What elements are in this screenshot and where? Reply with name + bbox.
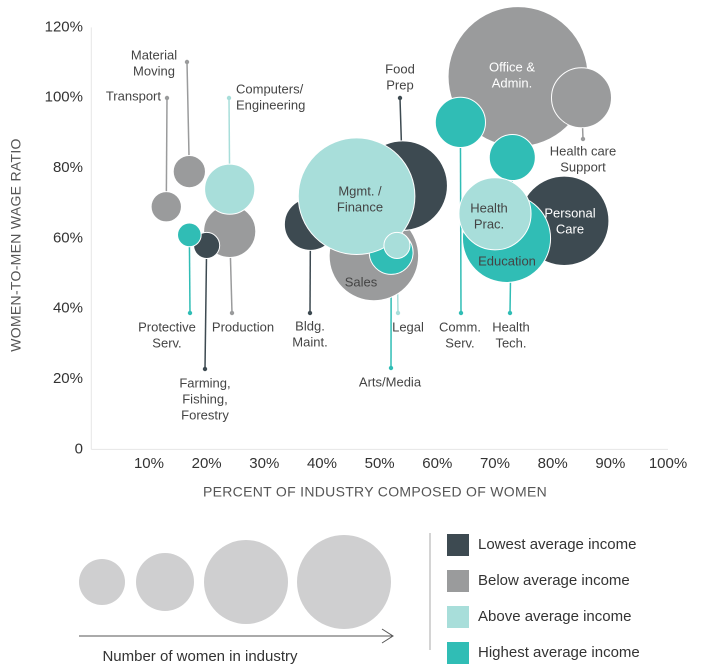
y-tick-label: 40%: [53, 300, 83, 317]
leader-line: [188, 234, 191, 314]
size-legend-circle: [204, 540, 288, 624]
bubble: [297, 137, 416, 256]
bubble-label: Finance: [337, 199, 383, 214]
size-legend-circle: [79, 559, 125, 605]
bubble-label: Forestry: [181, 407, 229, 422]
y-axis-title: WOMEN-TO-MEN WAGE RATIO: [8, 138, 24, 352]
x-tick-label: 50%: [365, 455, 395, 472]
y-tick-label: 100%: [45, 89, 83, 106]
leader-dot: [226, 95, 232, 101]
bubble-label: Personal: [544, 205, 595, 220]
y-tick-label: 80%: [53, 159, 83, 176]
bubble-label: Serv.: [152, 335, 181, 350]
bubble-label: Engineering: [236, 97, 305, 112]
bubble-label: Support: [560, 159, 606, 174]
leader-line: [186, 61, 191, 172]
size-legend-title: Number of women in industry: [102, 648, 298, 665]
leader-dot: [580, 136, 586, 142]
bubble-label: Prep: [386, 77, 413, 92]
leader-dot: [187, 310, 193, 316]
legend-swatch: [447, 534, 469, 556]
bubble-label: Tech.: [495, 335, 526, 350]
legend-label: Lowest average income: [478, 536, 636, 553]
y-tick-label: 120%: [45, 18, 83, 35]
bubble-label: Transport: [106, 88, 162, 103]
bubble: [488, 133, 536, 182]
x-tick-label: 40%: [307, 455, 337, 472]
x-tick-label: 20%: [192, 455, 222, 472]
x-tick-label: 90%: [595, 455, 625, 472]
leader-line: [165, 97, 168, 207]
bubble-label: Admin.: [492, 75, 532, 90]
bubble-label: Care: [556, 221, 584, 236]
size-legend-circle: [136, 553, 194, 611]
legend-swatch: [447, 606, 469, 628]
leader-dot: [395, 310, 401, 316]
x-tick-label: 80%: [538, 455, 568, 472]
bubble-label: Fishing,: [182, 391, 228, 406]
x-tick-label: 10%: [134, 455, 164, 472]
y-tick-label: 20%: [53, 370, 83, 387]
bubble-label: Mgmt. /: [338, 183, 382, 198]
leader-dot: [184, 59, 190, 65]
bubble-label: Moving: [133, 63, 175, 78]
bubble-label: Health care: [550, 143, 616, 158]
bubble: [150, 191, 182, 223]
bubble: [458, 177, 532, 251]
size-legend: Number of women in industry: [79, 535, 394, 665]
bubble-label: Health: [492, 319, 530, 334]
y-tick-label: 0: [75, 440, 83, 457]
bubble: [383, 231, 411, 259]
leader-dot: [202, 366, 208, 372]
bubble-label: Material: [131, 47, 177, 62]
leader-dot: [458, 310, 464, 316]
legend-swatch: [447, 642, 469, 664]
legend-label: Below average income: [478, 572, 630, 589]
bubble-label: Prac.: [474, 216, 504, 231]
leader-dot: [507, 310, 513, 316]
bubble-label: Bldg.: [295, 318, 325, 333]
bubbles: [150, 6, 612, 302]
bubble: [204, 163, 256, 215]
legend-label: Above average income: [478, 608, 631, 625]
bubble-label: Computers/: [236, 81, 304, 96]
leader-dot: [307, 310, 313, 316]
x-tick-label: 100%: [649, 455, 687, 472]
bubble-label: Comm.: [439, 319, 481, 334]
bubble: [177, 222, 202, 248]
bubble: [172, 154, 206, 189]
bubble-label: Education: [478, 253, 536, 268]
size-arrow-head: [381, 628, 394, 644]
bubble-label: Serv.: [445, 335, 474, 350]
leader-dot: [397, 95, 403, 101]
leader-line: [204, 245, 208, 370]
bubble-label: Health: [470, 200, 508, 215]
leader-dot: [164, 95, 170, 101]
bubble-label: Production: [212, 319, 274, 334]
legend-swatch: [447, 570, 469, 592]
bubble-label: Legal: [392, 319, 424, 334]
x-tick-label: 30%: [249, 455, 279, 472]
x-axis-title: PERCENT OF INDUSTRY COMPOSED OF WOMEN: [203, 484, 547, 500]
bubble-label: Office &: [489, 59, 535, 74]
bubble-label: Farming,: [179, 375, 230, 390]
size-legend-circle: [297, 535, 391, 629]
bubble-label: Arts/Media: [359, 374, 422, 389]
y-tick-label: 60%: [53, 229, 83, 246]
bubble: [550, 67, 612, 129]
bubble-label: Protective: [138, 319, 196, 334]
leader-dot: [229, 310, 235, 316]
legend-label: Highest average income: [478, 644, 640, 661]
bubble-label: Food: [385, 61, 415, 76]
bubble-label: Sales: [345, 274, 378, 289]
x-tick-label: 70%: [480, 455, 510, 472]
x-tick-label: 60%: [422, 455, 452, 472]
leader-dot: [388, 365, 394, 371]
bubble: [434, 96, 486, 148]
axes: 10% 20% 30% 40% 50% 60% 70% 80% 90% 100% 0 20% 40% 60…: [45, 18, 688, 472]
bubble-label: Maint.: [292, 334, 327, 349]
